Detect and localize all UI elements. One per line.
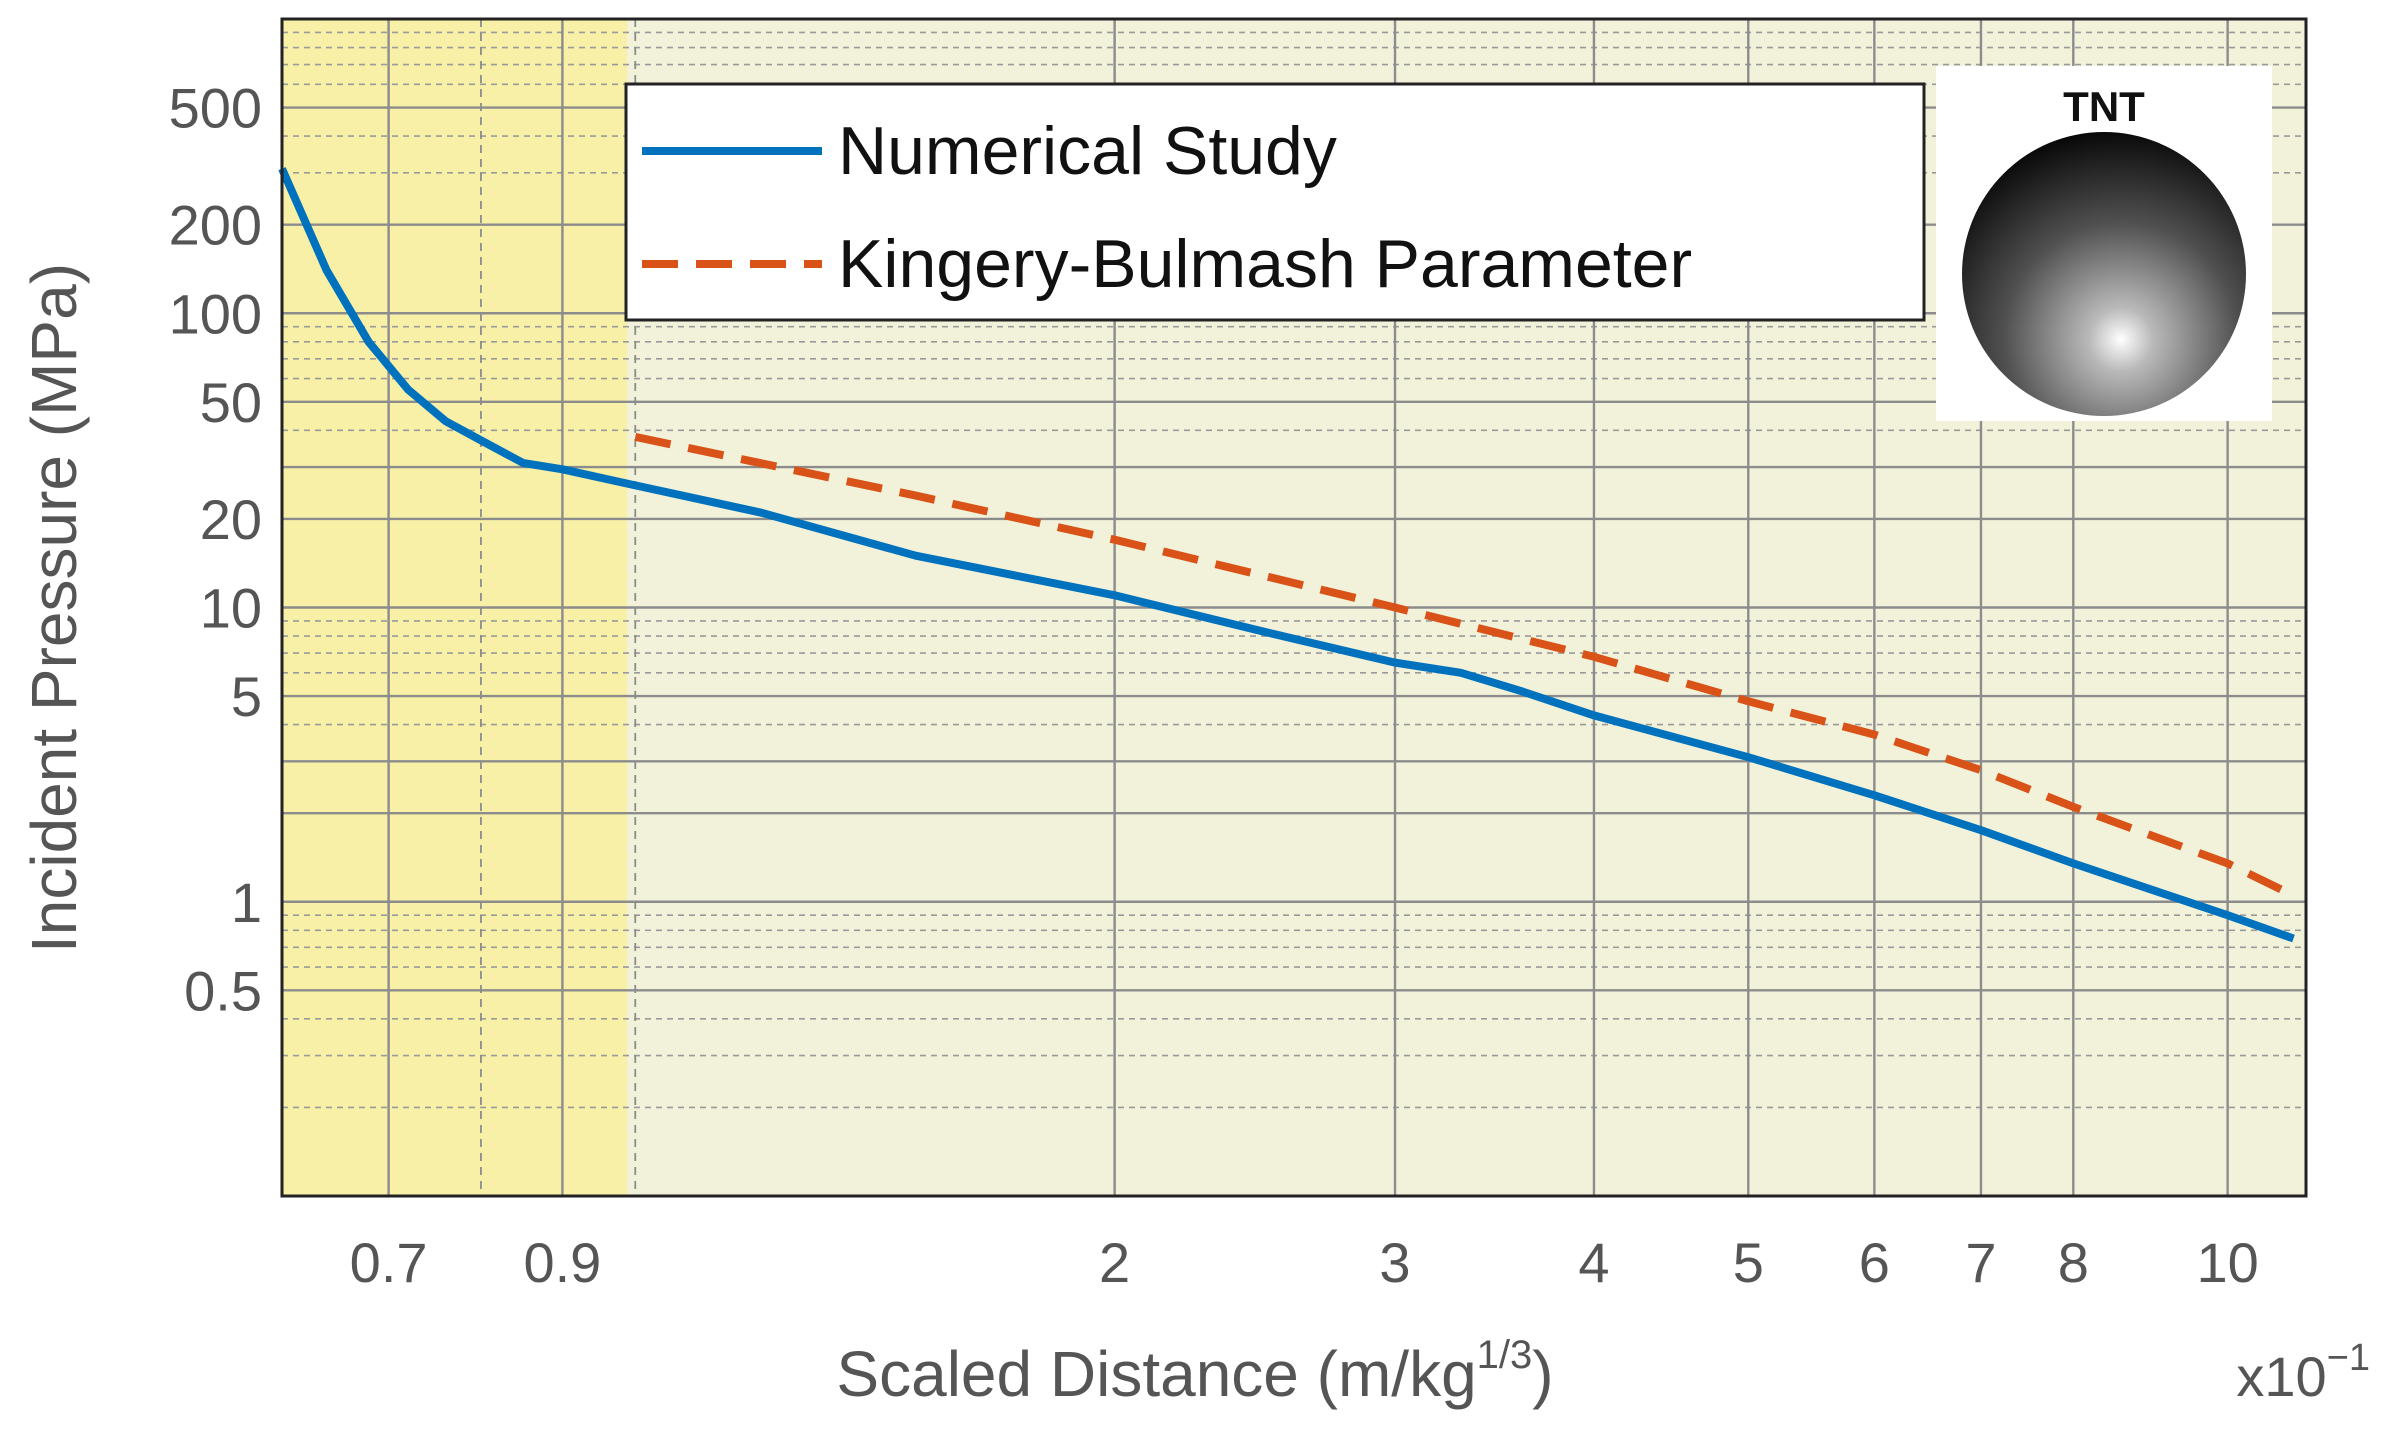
x-axis-label: Scaled Distance (m/kg1/3) bbox=[836, 1333, 1553, 1410]
y-tick-label: 0.5 bbox=[184, 959, 262, 1022]
x-tick-label: 4 bbox=[1578, 1231, 1609, 1294]
legend: Numerical Study Kingery-Bulmash Paramete… bbox=[624, 82, 1926, 322]
axis-ticks: 0.7 0.9 2 3 4 5 6 7 8 10 0.5 1 5 10 20 50 100 200 500 bbox=[169, 77, 2259, 1294]
x-tick-label: 10 bbox=[2196, 1231, 2258, 1294]
x-axis-multiplier: x10−1 bbox=[2236, 1337, 2370, 1408]
plot-frame bbox=[280, 17, 2308, 1198]
x-tick-label: 3 bbox=[1379, 1231, 1410, 1294]
legend-box bbox=[624, 82, 1926, 322]
x-axis-label-sup: 1/3 bbox=[1477, 1333, 1533, 1377]
x-tick-label: 0.7 bbox=[350, 1231, 428, 1294]
x-axis-label-close: ) bbox=[1532, 1338, 1553, 1410]
y-tick-label: 20 bbox=[200, 488, 262, 551]
tnt-sphere bbox=[1962, 132, 2246, 416]
x-axis-multiplier-base: x10 bbox=[2236, 1345, 2326, 1408]
x-tick-label: 6 bbox=[1859, 1231, 1890, 1294]
y-tick-label: 1 bbox=[231, 871, 262, 934]
inset-label: TNT bbox=[2063, 83, 2145, 130]
series-lines bbox=[278, 167, 2296, 943]
y-tick-label: 50 bbox=[200, 371, 262, 434]
x-tick-label: 5 bbox=[1733, 1231, 1764, 1294]
x-tick-label: 7 bbox=[1965, 1231, 1996, 1294]
x-tick-label: 0.9 bbox=[523, 1231, 601, 1294]
y-tick-label: 200 bbox=[169, 194, 262, 257]
y-tick-label: 5 bbox=[231, 665, 262, 728]
x-axis-label-main: Scaled Distance (m/kg bbox=[836, 1338, 1476, 1410]
x-tick-label: 8 bbox=[2058, 1231, 2089, 1294]
series-line-numerical-study bbox=[278, 167, 2295, 943]
y-tick-label: 500 bbox=[169, 77, 262, 140]
x-axis-multiplier-exp: −1 bbox=[2327, 1337, 2370, 1379]
y-axis-label: Incident Pressure (MPa) bbox=[18, 263, 90, 953]
legend-label-kb: Kingery-Bulmash Parameter bbox=[838, 226, 1692, 302]
y-tick-label: 10 bbox=[200, 577, 262, 640]
tnt-inset: TNT bbox=[1936, 66, 2272, 421]
y-tick-label: 100 bbox=[169, 282, 262, 345]
x-tick-label: 2 bbox=[1099, 1231, 1130, 1294]
legend-label-numerical: Numerical Study bbox=[838, 113, 1337, 189]
series-line-kingery-bulmash bbox=[634, 432, 2296, 900]
